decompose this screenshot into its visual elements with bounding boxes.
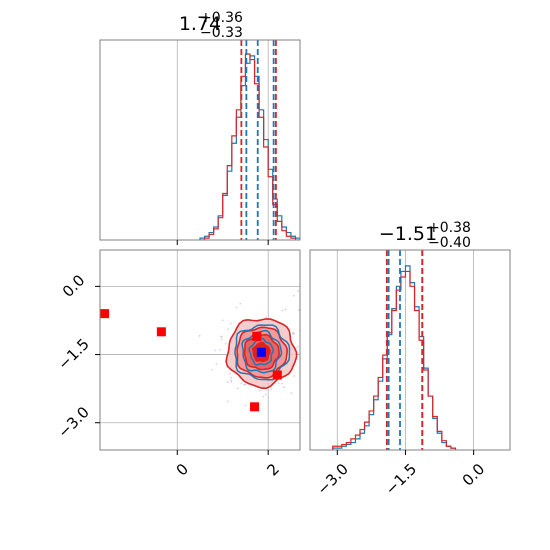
scatter-point (240, 382, 243, 385)
scatter-point (277, 382, 280, 385)
scatter-point (230, 381, 233, 383)
panel-1-title: 1.74 (179, 13, 221, 35)
quantile-lines-1 (240, 40, 277, 240)
histogram-1-blue-series (199, 55, 300, 240)
scatter-point (293, 375, 296, 377)
scatter-point (292, 294, 295, 297)
x-tick-label: 0.0 (459, 460, 489, 490)
quantile-lines-2 (385, 250, 424, 450)
x-tick-label: 2 (263, 460, 282, 479)
scatter-point (281, 382, 283, 385)
scatter-point (229, 372, 232, 375)
scatter-point (325, 372, 327, 374)
joint-ticks (95, 285, 269, 455)
scatter-point (313, 347, 315, 349)
x-ticks-panel-2 (336, 450, 475, 455)
scatter-point (230, 379, 233, 382)
panel-1-title-lower: −0.33 (200, 25, 243, 41)
scatter-point (239, 302, 242, 305)
scatter-point (296, 345, 299, 348)
panel-2-title-lower: −0.40 (428, 235, 471, 251)
scatter-point (270, 388, 272, 391)
scatter-point (220, 338, 223, 341)
scatter-point (235, 306, 238, 309)
x-tick-label: −3.0 (314, 460, 352, 498)
marker-red (250, 402, 260, 412)
contour-blue-2 (241, 329, 283, 374)
scatter-point (262, 395, 265, 398)
scatter-point (230, 376, 233, 379)
scatter-point (307, 325, 309, 327)
x-tick-label: −1.5 (382, 460, 420, 498)
y-tick-label: −1.5 (54, 335, 92, 373)
marker-red (252, 331, 262, 341)
histogram-1-red-series (200, 53, 300, 240)
scatter-point (258, 389, 261, 392)
scatter-point (198, 334, 201, 337)
scatter-point (243, 383, 245, 386)
scatter-point (264, 393, 267, 396)
scatter-point (226, 400, 229, 403)
joint-markers (100, 309, 282, 412)
marker-red (272, 370, 282, 380)
histogram-panel-1: 1.74 +0.36 −0.33 (99, 10, 301, 245)
scatter-point (297, 289, 299, 292)
histogram-2-red-series (332, 270, 457, 450)
scatter-point (218, 349, 221, 351)
marker-blue (256, 347, 266, 357)
panel-2-frame (309, 249, 511, 451)
histogram-panel-2: −3.0 −1.5 0.0 −1.51 +0.38 −0.40 (309, 220, 511, 499)
grid-panel-2 (336, 250, 475, 450)
y-tick-label: 0.0 (59, 271, 89, 301)
scatter-point (290, 392, 293, 395)
marker-red (100, 309, 110, 319)
scatter-point (282, 386, 285, 389)
panel-2-title-upper: +0.38 (428, 220, 471, 236)
scatter-point (227, 328, 230, 331)
panel-2-title: −1.51 (379, 223, 437, 245)
scatter-point (284, 308, 287, 311)
scatter-point (298, 309, 300, 312)
x-ticks-panel-1 (176, 240, 269, 245)
scatter-point (244, 404, 247, 407)
scatter-point (236, 387, 239, 390)
joint-panel-frame (99, 249, 301, 451)
scatter-point (293, 332, 296, 335)
y-tick-label: −3.0 (54, 403, 92, 441)
scatter-point (221, 319, 224, 322)
scatter-point (226, 381, 229, 383)
scatter-point (229, 322, 232, 325)
panel-2-x-tick-labels: −3.0 −1.5 0.0 (314, 460, 489, 498)
scatter-point (265, 316, 267, 318)
scatter-point (224, 342, 227, 345)
scatter-point (211, 368, 214, 371)
scatter-point (221, 336, 223, 338)
scatter-point (295, 347, 298, 350)
x-tick-label: 0 (173, 460, 192, 479)
scatter-point (214, 349, 216, 352)
scatter-point (281, 309, 284, 312)
marker-red (156, 327, 166, 337)
panel-1-frame (99, 39, 301, 241)
contour-blue-3 (248, 337, 275, 366)
joint-y-tick-labels: 0.0 −1.5 −3.0 (54, 271, 92, 441)
panel-1-title-upper: +0.36 (200, 10, 243, 26)
scatter-point (215, 362, 218, 365)
scatter-point (244, 383, 247, 386)
